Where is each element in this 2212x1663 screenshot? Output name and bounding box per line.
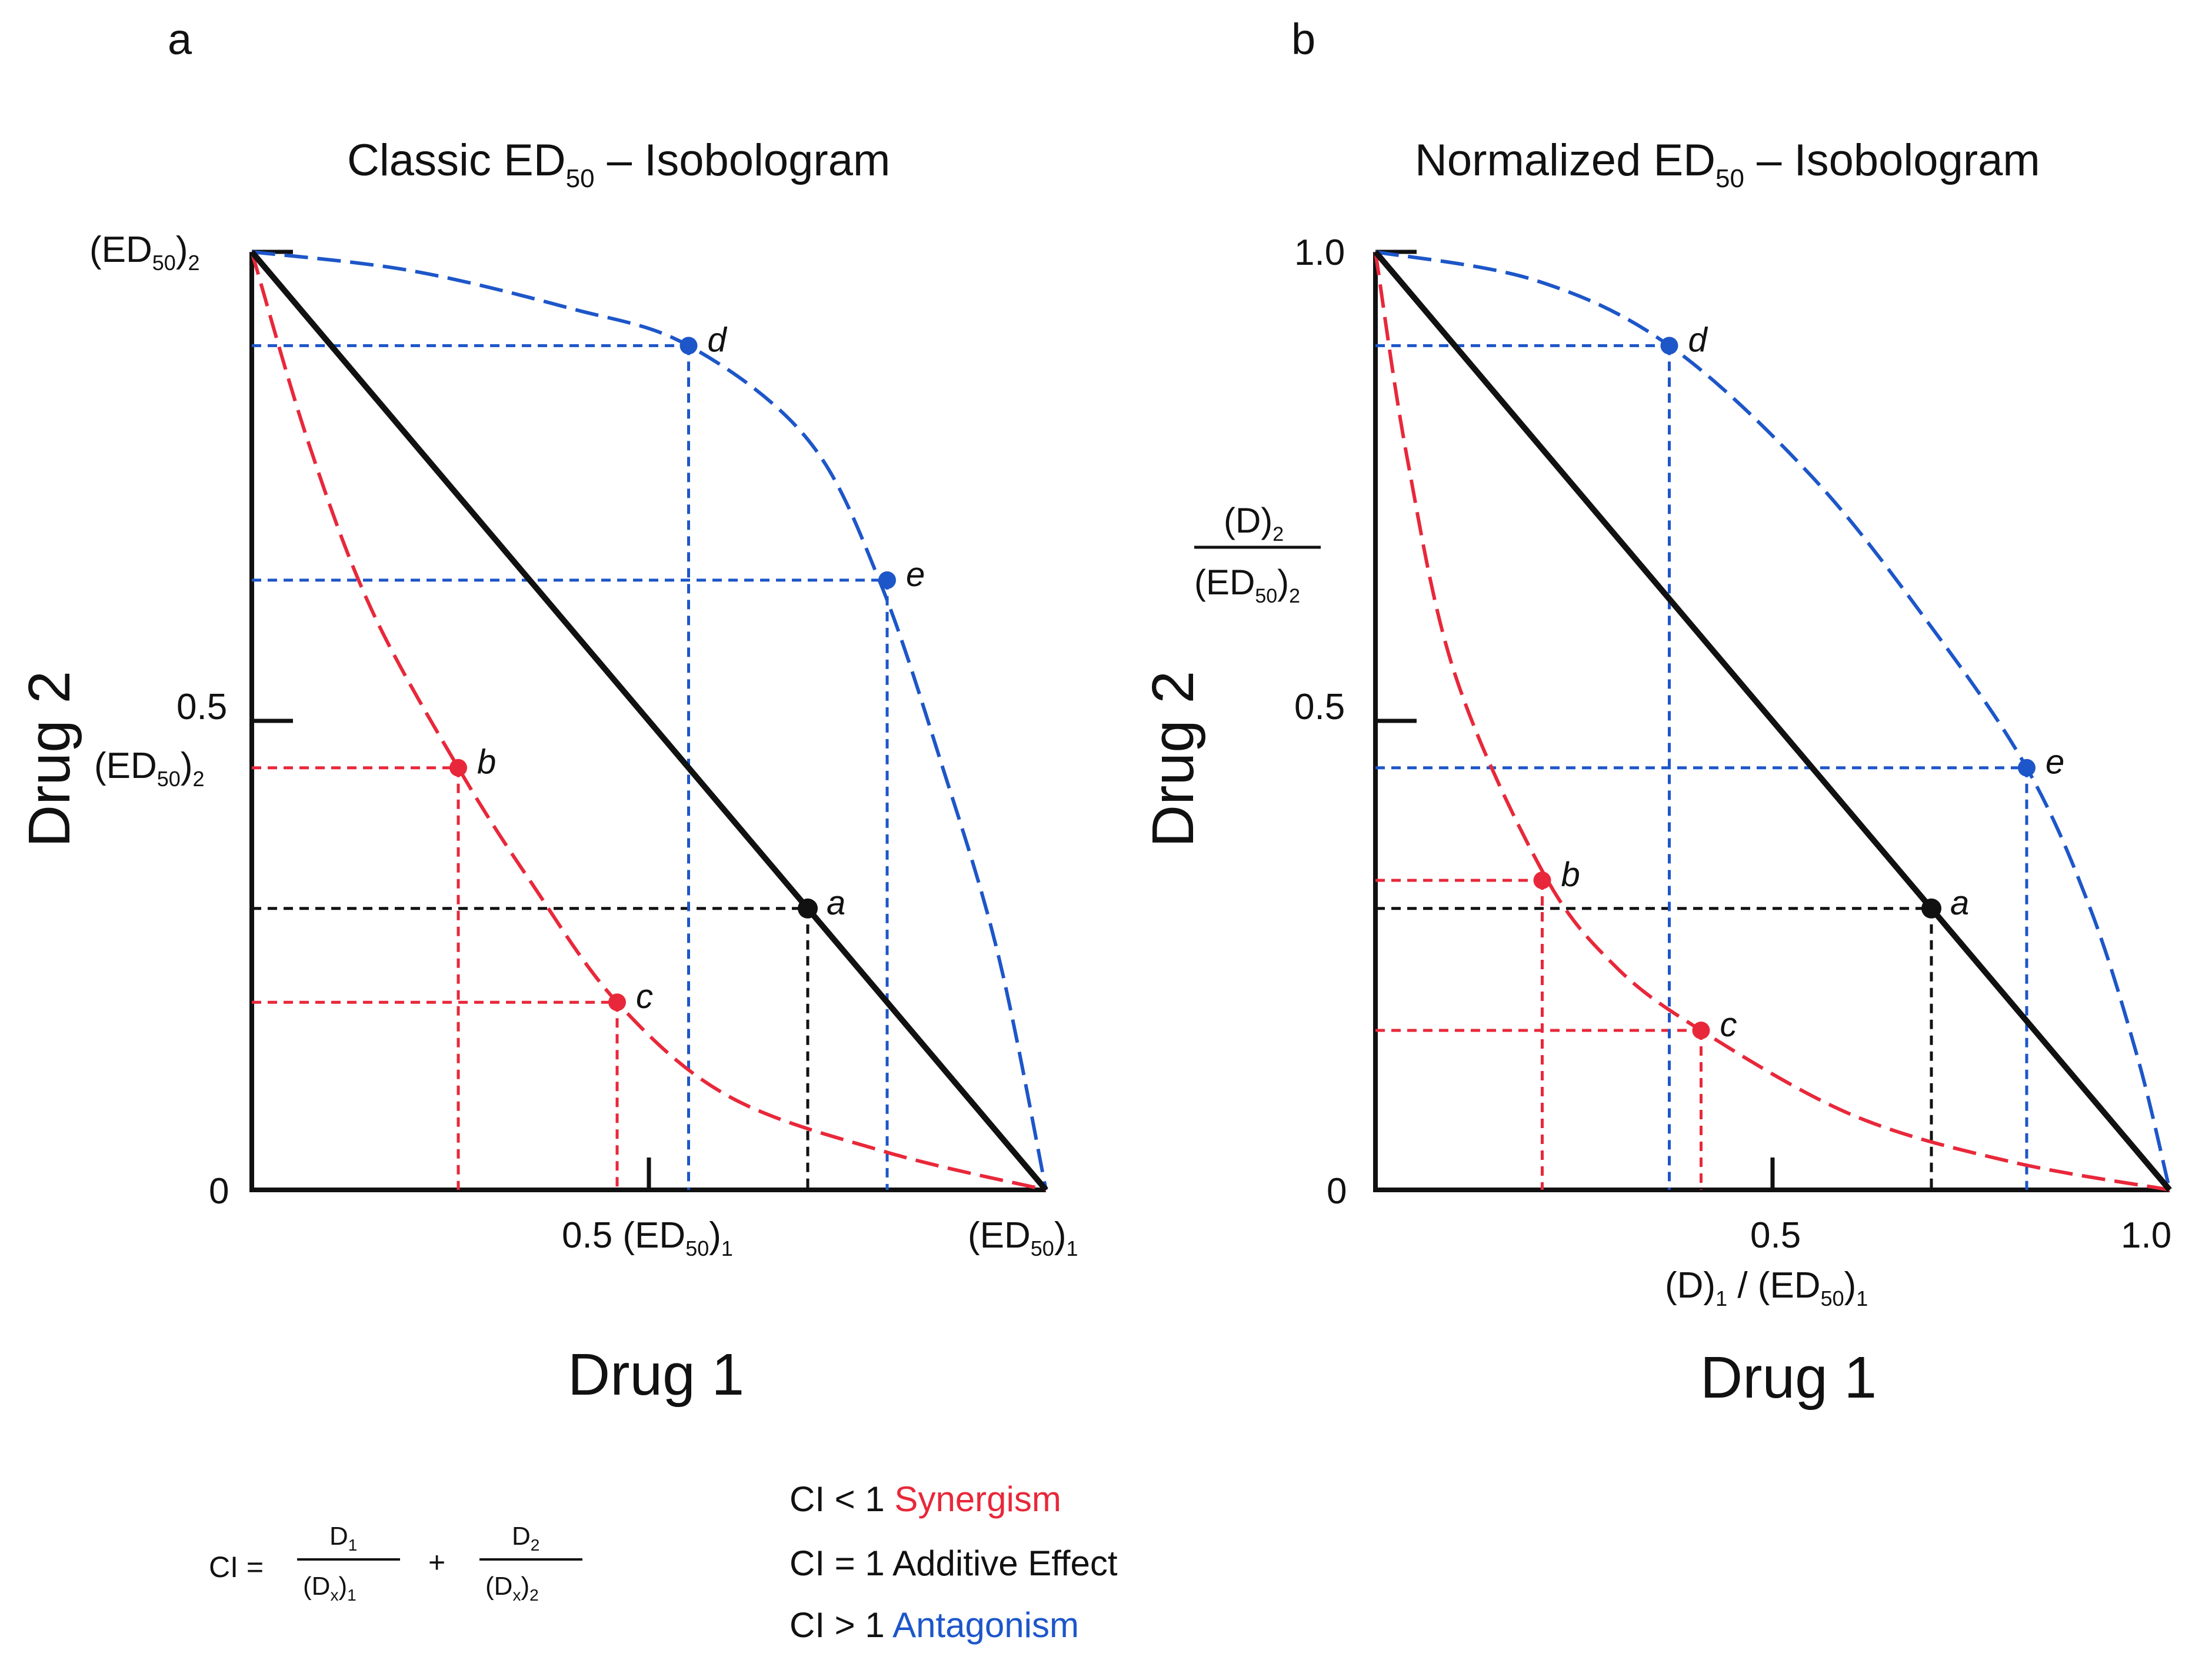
plot-area-a: a b c d e [249,250,1048,1192]
point-label-b: b [477,743,496,781]
data-point-c [608,993,626,1012]
y-tick-label-1.0: 1.0 [1294,232,1345,273]
point-label-a: a [1950,884,1969,922]
data-point-b [449,759,467,777]
data-point-b [1533,871,1551,889]
panel-a: a Classic ED50 – Isobologram (ED50)2 0.5… [16,15,1078,1408]
y-axis-formula: (D)2 (ED50)2 [1194,501,1321,607]
legend-additive: CI = 1 Additive Effect [789,1544,1118,1583]
svg-text:(ED50)2: (ED50)2 [1194,563,1300,607]
data-point-a [798,898,818,919]
ci-legend: CI < 1 Synergism CI = 1 Additive Effect … [789,1479,1118,1645]
data-point-e [878,571,896,589]
point-label-c: c [636,977,653,1016]
point-label-b: b [1561,856,1580,894]
y-tick-label-half-ed50-2: (ED50)2 [94,746,205,791]
x-axis-label-b: Drug 1 [1700,1345,1877,1411]
chart-title-b: Normalized ED50 – Isobologram [1415,135,2040,193]
formula-term2-denominator: (Dx)2 [485,1572,539,1604]
formula-plus: + [428,1546,445,1579]
antagonism-curve [251,250,1048,1190]
x-tick-label-0.5-b: 0.5 [1750,1215,1801,1256]
y-tick-label-0.5: 0.5 [176,687,227,727]
point-label-e: e [2046,743,2064,781]
data-point-d [1660,337,1678,355]
x-tick-label-1.0-b: 1.0 [2121,1215,2171,1256]
legend-antagonism: CI > 1 Antagonism [789,1605,1079,1645]
point-label-e: e [906,556,925,594]
additive-line [1373,250,2172,1192]
point-label-d: d [708,321,728,359]
chart-title-a: Classic ED50 – Isobologram [347,135,890,193]
data-point-a [1921,898,1941,919]
legend-synergism: CI < 1 Synergism [789,1479,1061,1519]
y-tick-label-0: 0 [209,1171,229,1212]
formula-term1-numerator: D1 [329,1522,357,1554]
y-axis-label-b: Drug 2 [1140,671,1206,847]
formula-term1-denominator: (Dx)1 [303,1572,357,1604]
panel-label-b: b [1291,15,1315,64]
plot-area-b: a b c d e [1373,250,2172,1192]
formula-term2-numerator: D2 [512,1522,539,1554]
x-axis-label-a: Drug 1 [568,1342,744,1408]
y-axis-label-a: Drug 2 [16,671,82,847]
additive-line [249,250,1048,1192]
x-tick-label-half-ed50-1: 0.5 (ED50)1 [562,1215,733,1260]
point-label-c: c [1720,1006,1737,1044]
data-point-e [2018,759,2036,777]
y-tick-label-0.5-b: 0.5 [1294,687,1345,727]
panel-label-a: a [168,15,192,64]
synergism-curve [1374,251,2170,1192]
point-label-d: d [1688,321,1708,359]
antagonism-curve [1375,250,2171,1190]
synergism-curve [250,251,1047,1192]
y-tick-label-ed50-2: (ED50)2 [89,230,200,275]
data-point-d [679,337,698,355]
svg-text:(D)2: (D)2 [1224,501,1284,546]
x-tick-label-ed50-1: (ED50)1 [968,1215,1078,1260]
panel-b: b Normalized ED50 – Isobologram 1.0 0.5 … [1140,15,2172,1411]
data-point-c [1692,1022,1710,1040]
point-label-a: a [827,884,845,922]
y-tick-label-0-b: 0 [1327,1171,1347,1212]
formula-lhs: CI = [209,1551,264,1584]
ci-formula: CI = D1 (Dx)1 + D2 (Dx)2 [209,1522,582,1604]
x-axis-formula: (D)1 / (ED50)1 [1665,1265,1868,1311]
